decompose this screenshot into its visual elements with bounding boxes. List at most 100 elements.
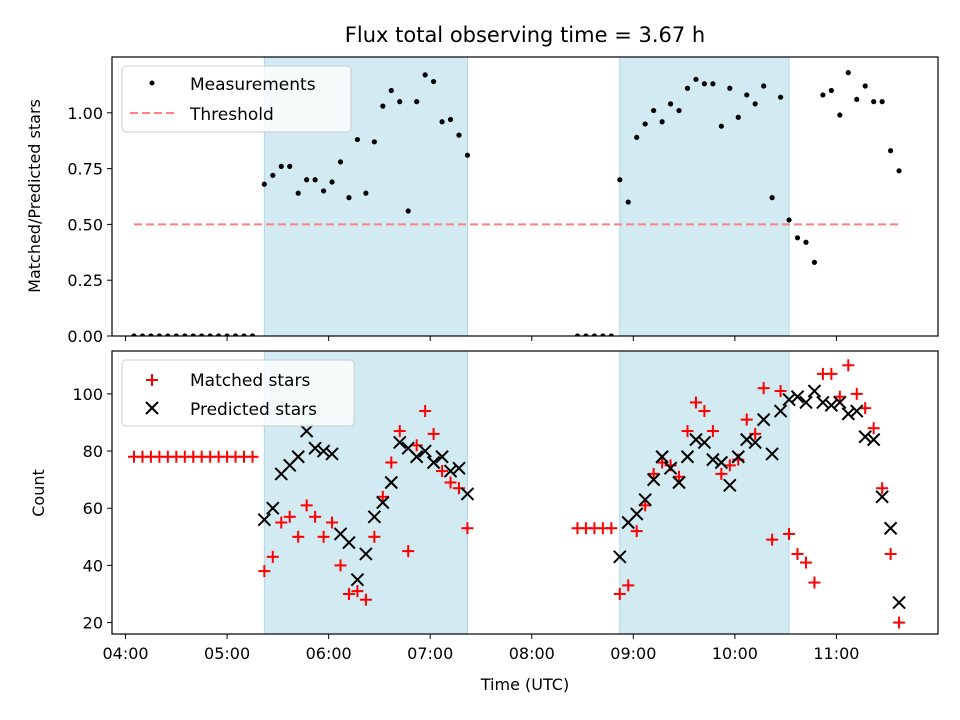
bottom-panel: 20 40 60 80 100 04:00 05:00 06:00 07:00 08:00 09:… bbox=[29, 350, 939, 694]
predicted-stars-point bbox=[892, 595, 906, 610]
predicted-stars-point bbox=[706, 452, 720, 467]
predicted-stars-point bbox=[418, 444, 432, 458]
measurements-point bbox=[414, 99, 420, 105]
x-axis-label: Time (UTC) bbox=[480, 675, 569, 694]
measurements-point bbox=[777, 94, 784, 100]
measurements-point bbox=[888, 148, 894, 154]
measurements-point bbox=[131, 333, 137, 336]
matched-stars-point bbox=[833, 390, 846, 403]
measurements-point bbox=[139, 333, 146, 336]
matched-stars-point bbox=[368, 530, 381, 543]
matched-stars-point bbox=[622, 579, 635, 592]
measurements-point bbox=[871, 99, 877, 105]
predicted-stars-point bbox=[883, 521, 898, 535]
measurements-point bbox=[270, 172, 276, 178]
matched-stars-point bbox=[647, 467, 660, 480]
predicted-stars-point bbox=[841, 407, 855, 421]
matched-stars-point bbox=[689, 396, 702, 409]
matched-stars-point bbox=[436, 465, 449, 478]
measurements-point bbox=[811, 259, 818, 265]
measurements-point bbox=[278, 163, 284, 169]
measurements-point bbox=[684, 85, 691, 91]
predicted-stars-point bbox=[367, 510, 382, 524]
measurements-point bbox=[727, 85, 733, 91]
top-legend: Measurements Threshold bbox=[121, 65, 352, 133]
predicted-stars-point bbox=[384, 475, 398, 490]
measurements-point bbox=[173, 333, 179, 336]
measurements-point bbox=[430, 78, 437, 85]
matched-stars-point bbox=[300, 499, 313, 512]
matched-stars-point bbox=[639, 499, 652, 512]
predicted-stars-point bbox=[257, 512, 272, 527]
measurements-point bbox=[224, 333, 230, 336]
matched-stars-point bbox=[613, 587, 626, 600]
measurements-point bbox=[803, 239, 809, 245]
matched-stars-point bbox=[292, 530, 305, 543]
measurements-point bbox=[693, 76, 699, 82]
predicted-stars-point bbox=[613, 550, 627, 564]
predicted-stars-point bbox=[426, 455, 441, 470]
measurements-point bbox=[837, 112, 843, 118]
measurements-point bbox=[304, 177, 310, 183]
predicted-stars-point bbox=[833, 395, 847, 410]
legend-predicted-marker bbox=[145, 401, 159, 415]
measurements-point bbox=[600, 333, 606, 336]
x-tick-label: 11:00 bbox=[813, 644, 859, 663]
bottom-y-ticks: 20 40 60 80 100 bbox=[72, 385, 112, 633]
measurements-point bbox=[329, 179, 335, 185]
matched-stars-point bbox=[774, 385, 787, 398]
bottom-y-axis-label: Count bbox=[29, 469, 48, 517]
matched-stars-point bbox=[850, 387, 863, 400]
measurements-point bbox=[583, 333, 589, 336]
bottom-y-tick-label: 20 bbox=[83, 614, 103, 633]
predicted-stars-point bbox=[393, 435, 407, 450]
predicted-stars-point bbox=[714, 455, 729, 470]
measurements-point bbox=[744, 92, 750, 98]
matched-stars-point bbox=[799, 556, 812, 569]
measurements-point bbox=[701, 81, 708, 87]
predicted-stars-point bbox=[672, 475, 686, 490]
measurements-point bbox=[896, 168, 902, 174]
measurements-point bbox=[320, 188, 327, 194]
predicted-stars-point bbox=[782, 392, 796, 407]
measurements-point bbox=[249, 333, 256, 336]
measurements-point bbox=[845, 70, 851, 76]
measurements-point bbox=[735, 114, 741, 120]
bottom-y-tick-label: 60 bbox=[83, 499, 103, 518]
predicted-stars-point bbox=[443, 464, 458, 478]
matched-stars-point bbox=[757, 382, 770, 395]
legend-measurements-label: Measurements bbox=[190, 75, 316, 95]
bottom-axes-frame bbox=[111, 350, 939, 635]
bottom-legend: Matched stars Predicted stars bbox=[121, 359, 355, 427]
measurements-point bbox=[574, 333, 581, 336]
predicted-stars-point bbox=[807, 384, 822, 398]
predicted-stars-point bbox=[435, 450, 449, 464]
bottom-legend-box bbox=[121, 359, 355, 427]
matched-stars-point bbox=[867, 422, 880, 435]
top-y-tick-label: 0.25 bbox=[67, 271, 103, 290]
matched-stars-point bbox=[859, 402, 872, 415]
predicted-stars-point bbox=[689, 432, 703, 447]
bottom-y-tick-label: 40 bbox=[83, 556, 103, 575]
matched-stars-point bbox=[444, 476, 457, 489]
matched-stars-point bbox=[393, 425, 406, 438]
predicted-stars-point bbox=[638, 492, 652, 507]
predicted-stars-point bbox=[266, 501, 280, 515]
predicted-stars-point bbox=[697, 435, 712, 450]
predicted-stars-point bbox=[799, 395, 813, 410]
matched-stars-point bbox=[427, 427, 440, 440]
top-y-tick-label: 0.50 bbox=[67, 215, 103, 234]
predicted-stars-point bbox=[858, 430, 872, 444]
measurements-point bbox=[464, 152, 471, 158]
measurements-point bbox=[828, 87, 834, 94]
top-shaded-regions bbox=[263, 57, 790, 336]
measurements-point bbox=[165, 333, 171, 336]
bottom-plot-marks bbox=[128, 359, 906, 629]
measurements-point bbox=[862, 83, 868, 89]
measurements-point bbox=[199, 333, 205, 336]
measurements-point bbox=[879, 99, 885, 105]
measurements-point bbox=[718, 123, 724, 129]
matched-stars-point bbox=[842, 359, 855, 372]
matched-stars-point bbox=[317, 530, 330, 543]
